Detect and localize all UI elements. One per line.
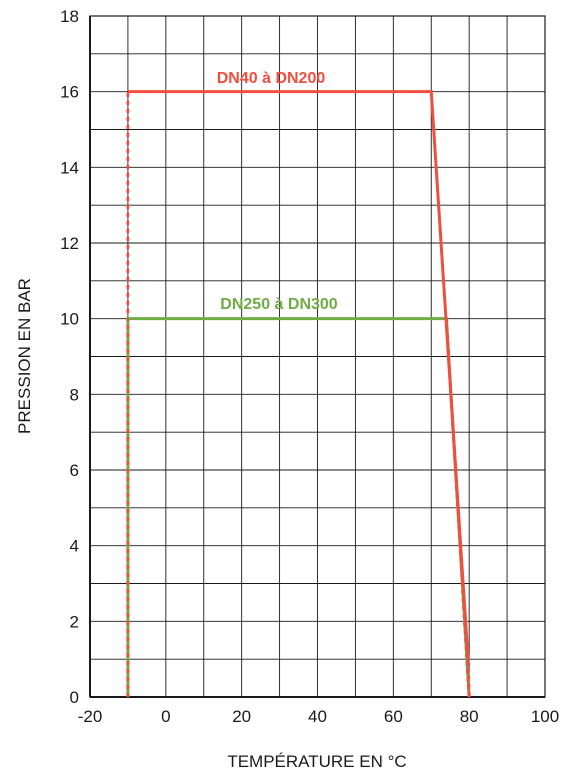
series-label-dn40-dn200: DN40 à DN200 (217, 70, 326, 87)
series-labels: DN40 à DN200 DN250 à DN300 (217, 70, 338, 313)
grid (90, 16, 545, 697)
x-tick-label: 0 (161, 707, 170, 726)
x-axis-title: TEMPÉRATURE EN °C (227, 752, 406, 771)
x-tick-label: 60 (384, 707, 403, 726)
x-tick-label: 40 (308, 707, 327, 726)
y-tick-label: 4 (70, 537, 79, 556)
x-tick-label: 20 (232, 707, 251, 726)
y-tick-label: 14 (60, 158, 79, 177)
y-tick-label: 0 (70, 688, 79, 707)
y-tick-label: 8 (70, 385, 79, 404)
series-label-dn250-dn300: DN250 à DN300 (220, 296, 338, 313)
y-axis-title: PRESSION EN BAR (15, 278, 34, 434)
x-tick-label: -20 (78, 707, 103, 726)
y-tick-label: 6 (70, 461, 79, 480)
series-overlap-dashed-right (444, 318, 471, 698)
y-tick-label: 10 (60, 310, 79, 329)
y-tick-label: 16 (60, 83, 79, 102)
y-tick-label: 18 (60, 7, 79, 26)
y-tick-label: 2 (70, 612, 79, 631)
y-tick-label: 12 (60, 234, 79, 253)
series-line-dn40-dn200 (127, 90, 470, 660)
x-tick-label: 80 (460, 707, 479, 726)
series-lines (126, 90, 471, 698)
x-tick-label: 100 (531, 707, 559, 726)
